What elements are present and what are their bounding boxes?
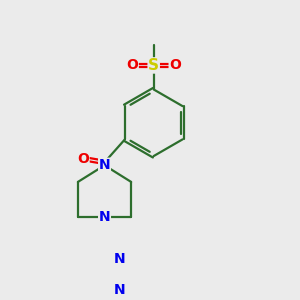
Text: N: N bbox=[99, 210, 110, 224]
Text: N: N bbox=[114, 283, 125, 297]
Text: N: N bbox=[114, 252, 125, 266]
Text: N: N bbox=[99, 158, 110, 172]
Text: S: S bbox=[148, 58, 159, 73]
Text: O: O bbox=[126, 58, 138, 72]
Text: O: O bbox=[169, 58, 181, 72]
Text: O: O bbox=[77, 152, 89, 166]
